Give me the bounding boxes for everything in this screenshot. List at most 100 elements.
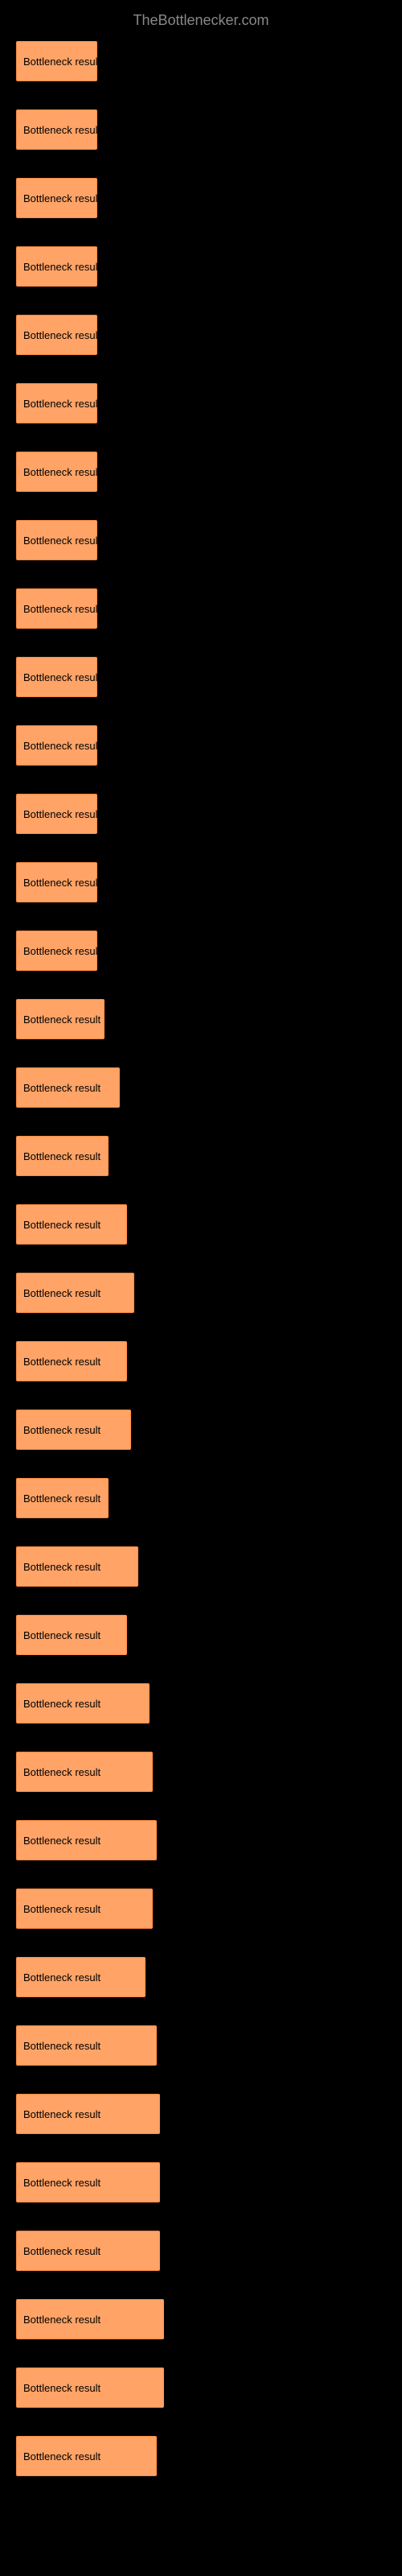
bar-label: Bottleneck result: [23, 1013, 100, 1026]
bar-row: Bottleneck result59.9%: [16, 2231, 386, 2271]
bar-label: Bottleneck result: [23, 2177, 100, 2189]
bottleneck-bar: Bottleneck result: [16, 2025, 157, 2066]
bar-label: Bottleneck result: [23, 2314, 100, 2326]
bar-label: Bottleneck result: [23, 2450, 100, 2462]
bar-label: Bottleneck result: [23, 1356, 100, 1368]
bottleneck-bar: Bottleneck result: [16, 794, 97, 834]
bottleneck-bar: Bottleneck result: [16, 246, 97, 287]
site-title: TheBottlenecker.com: [133, 12, 269, 28]
bar-row: Bottleneck result58%: [16, 2025, 386, 2066]
bar-label: Bottleneck result: [23, 466, 100, 478]
bottleneck-bar: Bottleneck result: [16, 109, 97, 150]
bottleneck-bar: Bottleneck result: [16, 383, 97, 423]
bar-label: Bottleneck result: [23, 808, 100, 820]
bottleneck-bar: Bottleneck result: [16, 1478, 109, 1518]
bar-row: Bottleneck result: [16, 1136, 386, 1176]
bar-value: 59.7%: [165, 2107, 195, 2120]
bar-row: Bottleneck result 49: [16, 1410, 386, 1450]
bar-label: Bottleneck result: [23, 2040, 100, 2052]
bar-label: Bottleneck result: [23, 671, 100, 683]
bar-label: Bottleneck result: [23, 124, 100, 136]
bar-row: Bottleneck result 4: [16, 1341, 386, 1381]
bar-value: 55.2%: [154, 1697, 184, 1709]
bar-row: Bottleneck result 59.1%: [16, 2162, 386, 2202]
bar-label: Bottleneck result: [23, 1629, 100, 1641]
bottleneck-bar: Bottleneck result: [16, 1889, 153, 1929]
bottleneck-bar: Bottleneck result: [16, 1957, 146, 1997]
bar-label: Bottleneck result: [23, 2245, 100, 2257]
bar-row: Bottleneck result: [16, 862, 386, 902]
bar-value: 56.2%: [158, 1765, 187, 1777]
bar-value: 4: [132, 1218, 137, 1230]
bar-value: 58.9%: [162, 2450, 191, 2462]
bar-row: Bottleneck result54.2: [16, 1957, 386, 1997]
bar-label: Bottleneck result: [23, 1082, 100, 1094]
bar-label: Bottleneck result: [23, 2382, 100, 2394]
site-header: TheBottlenecker.com: [16, 8, 386, 29]
bar-value: 56.9%: [158, 1902, 187, 1914]
bottleneck-bar: Bottleneck result: [16, 452, 97, 492]
bar-value: 50: [139, 1286, 150, 1298]
bottleneck-bar: Bottleneck result: [16, 1067, 120, 1108]
bar-row: Bottleneck result: [16, 109, 386, 150]
bar-label: Bottleneck result: [23, 1561, 100, 1573]
bar-label: Bottleneck result: [23, 192, 100, 204]
bar-label: Bottleneck result: [23, 877, 100, 889]
bottleneck-bar: Bottleneck result: [16, 588, 97, 629]
bar-row: Bottleneck result: [16, 452, 386, 492]
bottleneck-bar: Bottleneck result: [16, 1820, 157, 1860]
bar-value: 58.2%: [162, 1834, 191, 1846]
bottleneck-bar: Bottleneck result: [16, 315, 97, 355]
bar-value: 4: [125, 1081, 130, 1093]
bar-label: Bottleneck result: [23, 945, 100, 957]
bar-row: Bottleneck result 55.2%: [16, 1683, 386, 1724]
bar-label: Bottleneck result: [23, 1287, 100, 1299]
bar-row: Bottleneck result 56.9%: [16, 1889, 386, 1929]
bar-row: Bottleneck result: [16, 178, 386, 218]
bar-row: Bottleneck result: [16, 999, 386, 1039]
bar-row: Bottleneck result 58.2%: [16, 1820, 386, 1860]
bar-label: Bottleneck result: [23, 1424, 100, 1436]
bar-label: Bottleneck result: [23, 740, 100, 752]
bottleneck-chart: Bottleneck resultBottleneck resultBottle…: [16, 41, 386, 2476]
bar-label: Bottleneck result: [23, 261, 100, 273]
bottleneck-bar: Bottleneck result: [16, 1341, 127, 1381]
bar-row: Bottleneck result: [16, 383, 386, 423]
bar-value: 60.7%: [169, 2381, 199, 2393]
bar-row: Bottleneck result: [16, 246, 386, 287]
bottleneck-bar: Bottleneck result: [16, 2094, 160, 2134]
bar-value: 60.2%: [169, 2313, 199, 2325]
bar-value: 49: [136, 1423, 147, 1435]
bottleneck-bar: Bottleneck result: [16, 1615, 127, 1655]
bar-row: Bottleneck result: [16, 794, 386, 834]
bar-label: Bottleneck result: [23, 56, 100, 68]
bottleneck-bar: Bottleneck result: [16, 725, 97, 766]
bar-label: Bottleneck result: [23, 1219, 100, 1231]
bar-row: Bottleneck result 4: [16, 1067, 386, 1108]
bar-row: Bottleneck result: [16, 588, 386, 629]
bottleneck-bar: Bottleneck result: [16, 2368, 164, 2408]
bar-row: Bottleneck result 58.9%: [16, 2436, 386, 2476]
bar-label: Bottleneck result: [23, 1971, 100, 1984]
bar-label: Bottleneck result: [23, 535, 100, 547]
bar-label: Bottleneck result: [23, 1766, 100, 1778]
bar-row: Bottleneck result: [16, 657, 386, 697]
bar-row: Bottleneck result 4: [16, 1204, 386, 1245]
bottleneck-bar: Bottleneck result: [16, 2436, 157, 2476]
bar-row: Bottleneck result51.: [16, 1546, 386, 1587]
bottleneck-bar: Bottleneck result: [16, 1683, 150, 1724]
bottleneck-bar: Bottleneck result: [16, 2231, 160, 2271]
bar-value: 59.1%: [165, 2176, 195, 2188]
bar-value: 4: [132, 1355, 137, 1367]
bar-label: Bottleneck result: [23, 603, 100, 615]
bottleneck-bar: Bottleneck result: [16, 862, 97, 902]
bottleneck-bar: Bottleneck result: [16, 657, 97, 697]
bar-row: Bottleneck result 60.2%: [16, 2299, 386, 2339]
bottleneck-bar: Bottleneck result: [16, 1546, 138, 1587]
bottleneck-bar: Bottleneck result: [16, 178, 97, 218]
bottleneck-bar: Bottleneck result: [16, 2162, 160, 2202]
bottleneck-bar: Bottleneck result: [16, 2299, 164, 2339]
bottleneck-bar: Bottleneck result: [16, 1410, 131, 1450]
bar-row: Bottleneck result 60.7%: [16, 2368, 386, 2408]
bottleneck-bar: Bottleneck result: [16, 1204, 127, 1245]
